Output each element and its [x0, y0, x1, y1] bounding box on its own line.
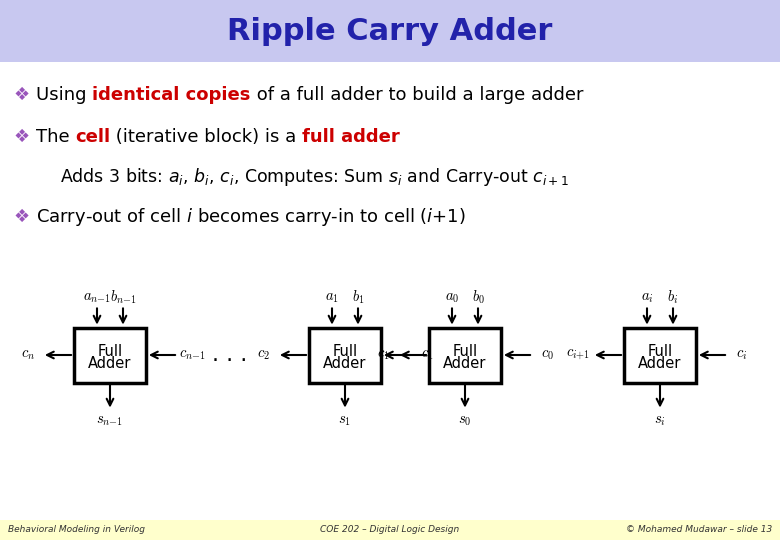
Text: full adder: full adder [303, 128, 400, 146]
Text: ❖: ❖ [14, 128, 30, 146]
Text: $a_{1}$: $a_{1}$ [325, 290, 339, 305]
Text: COE 202 – Digital Logic Design: COE 202 – Digital Logic Design [321, 525, 459, 535]
Text: Using: Using [36, 86, 92, 104]
Text: Adds 3 bits: $a_i$, $b_i$, $c_i$, Computes: Sum $s_i$ and Carry-out $c_{i+1}$: Adds 3 bits: $a_i$, $b_i$, $c_i$, Comput… [60, 166, 569, 188]
Text: Ripple Carry Adder: Ripple Carry Adder [227, 17, 553, 45]
Text: $c_{0}$: $c_{0}$ [541, 348, 554, 362]
Text: Behavioral Modeling in Verilog: Behavioral Modeling in Verilog [8, 525, 145, 535]
Text: $c_{2}$: $c_{2}$ [257, 348, 269, 362]
Bar [309, 327, 381, 382]
Text: Adder: Adder [88, 356, 132, 372]
Text: $b_{n{-}1}$: $b_{n{-}1}$ [110, 289, 136, 306]
Text: The: The [36, 128, 76, 146]
Text: $c_{i}$: $c_{i}$ [736, 348, 748, 362]
Text: Adder: Adder [443, 356, 487, 372]
Text: $c_{i{+}1}$: $c_{i{+}1}$ [566, 348, 590, 362]
Text: $b_{i}$: $b_{i}$ [668, 289, 679, 306]
Text: Adder: Adder [324, 356, 367, 372]
Bar [0, 520, 780, 540]
Text: cell: cell [76, 128, 111, 146]
Text: $c_{n}$: $c_{n}$ [21, 348, 35, 362]
Text: $s_{i}$: $s_{i}$ [654, 413, 666, 428]
Text: $c_{1}$: $c_{1}$ [420, 348, 434, 362]
Text: (iterative block) is a: (iterative block) is a [111, 128, 303, 146]
Text: Full: Full [452, 343, 477, 359]
Text: $c_{1}$: $c_{1}$ [377, 348, 389, 362]
Text: Full: Full [332, 343, 357, 359]
Text: $a_{n{-}1}$: $a_{n{-}1}$ [83, 290, 111, 305]
Text: $b_{1}$: $b_{1}$ [352, 289, 364, 306]
Text: © Mohamed Mudawar – slide 13: © Mohamed Mudawar – slide 13 [626, 525, 772, 535]
Text: Carry-out of cell $i$ becomes carry-in to cell ($i$+1): Carry-out of cell $i$ becomes carry-in t… [36, 206, 466, 228]
Text: identical copies: identical copies [92, 86, 250, 104]
Text: Full: Full [98, 343, 122, 359]
Text: ❖: ❖ [14, 208, 30, 226]
Text: $c_{n{-}1}$: $c_{n{-}1}$ [179, 348, 205, 362]
Text: ❖: ❖ [14, 86, 30, 104]
Text: $s_{n{-}1}$: $s_{n{-}1}$ [97, 413, 123, 428]
Text: $b_{0}$: $b_{0}$ [472, 289, 484, 306]
Text: $a_{i}$: $a_{i}$ [640, 290, 654, 305]
Text: of a full adder to build a large adder: of a full adder to build a large adder [250, 86, 583, 104]
Text: . . .: . . . [212, 345, 247, 365]
Bar [0, 62, 780, 520]
Text: $a_{0}$: $a_{0}$ [445, 290, 459, 305]
Text: $s_{1}$: $s_{1}$ [339, 413, 352, 428]
Bar [74, 327, 146, 382]
Bar [624, 327, 696, 382]
Bar [429, 327, 501, 382]
Text: Full: Full [647, 343, 672, 359]
Bar [0, 0, 780, 62]
Text: Adder: Adder [638, 356, 682, 372]
Text: $s_{0}$: $s_{0}$ [459, 413, 472, 428]
